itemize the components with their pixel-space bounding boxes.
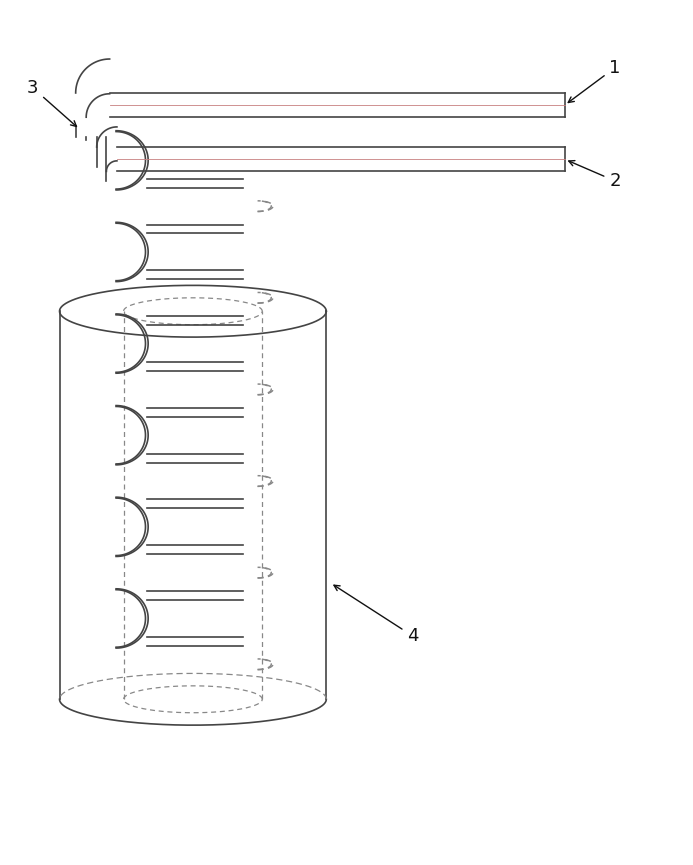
Text: 1: 1 <box>568 59 621 103</box>
Text: 4: 4 <box>334 586 419 645</box>
Text: 2: 2 <box>569 161 621 190</box>
Text: 3: 3 <box>27 79 76 126</box>
